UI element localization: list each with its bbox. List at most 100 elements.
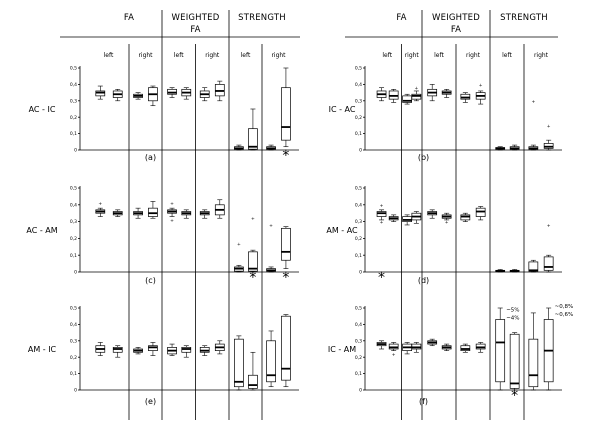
annotation: ~0,8% bbox=[555, 304, 574, 310]
outlier: + bbox=[392, 352, 396, 358]
significance-star: * bbox=[511, 388, 518, 404]
box-iqr bbox=[543, 256, 554, 271]
box-3 bbox=[402, 214, 412, 226]
box-iqr bbox=[281, 315, 291, 381]
box-7 bbox=[460, 212, 471, 222]
box-2: + bbox=[388, 342, 399, 358]
box-2 bbox=[112, 209, 123, 217]
y-tick-label: 0,4 bbox=[355, 82, 362, 88]
box-10 bbox=[509, 332, 520, 391]
side-label-right: right bbox=[466, 52, 481, 59]
panel-caption: (d) bbox=[418, 276, 429, 285]
box-6 bbox=[181, 87, 192, 100]
y-tick-label: 0,3 bbox=[355, 98, 362, 104]
column-title: FA bbox=[124, 13, 134, 23]
y-tick-label: 0,4 bbox=[70, 322, 77, 328]
y-tick-label: 0,1 bbox=[70, 131, 77, 137]
y-tick-label: 0,3 bbox=[355, 219, 362, 225]
box-1 bbox=[376, 340, 387, 350]
significance-star: * bbox=[282, 148, 289, 164]
panel-caption: (f) bbox=[419, 397, 428, 406]
column-title: FA bbox=[396, 13, 406, 23]
box-iqr bbox=[248, 251, 258, 272]
y-tick-label: 0,2 bbox=[355, 115, 362, 121]
outlier: + bbox=[380, 203, 384, 209]
y-tick-label: 0,2 bbox=[70, 115, 77, 121]
column-title: WEIGHTED bbox=[432, 13, 480, 23]
box-11 bbox=[528, 312, 539, 391]
box-9 bbox=[495, 307, 506, 391]
box-10 bbox=[509, 269, 520, 273]
box-9 bbox=[495, 146, 506, 151]
box-7 bbox=[199, 209, 210, 219]
box-12 bbox=[281, 314, 291, 388]
panel-1: AC - IC 0 0,1 0,2 0,3 0,4 0,5 * (a) bbox=[29, 66, 299, 164]
y-tick-label: 0,4 bbox=[70, 202, 77, 208]
box-12 bbox=[281, 67, 291, 148]
row-label: AC - IC bbox=[29, 105, 56, 114]
panel-2: IC - AC 0 0,1 0,2 0,3 0,4 0,5 + + + + (b) bbox=[329, 66, 562, 162]
y-tick-label: 0,1 bbox=[355, 131, 362, 137]
column-headers: FA left right WEIGHTED FA left right STRENGTH le… bbox=[104, 13, 549, 59]
outlier: + bbox=[380, 220, 384, 226]
box-9: + bbox=[234, 241, 244, 273]
box-1 bbox=[376, 87, 387, 102]
y-tick-label: 0,5 bbox=[70, 186, 77, 192]
box-iqr bbox=[281, 87, 291, 141]
outlier: + bbox=[170, 218, 174, 224]
box-6 bbox=[181, 345, 192, 358]
y-tick-label: 0,3 bbox=[70, 98, 77, 104]
side-label-left: left bbox=[104, 52, 114, 59]
panel-6: IC - AM 0 0,1 0,2 0,3 0,4 0,5 + * (f) ~5% ~4% ~0,8% ~… bbox=[328, 304, 573, 406]
box-5 bbox=[427, 84, 438, 102]
box-12: + bbox=[543, 223, 554, 273]
column-title: WEIGHTED bbox=[172, 13, 220, 23]
y-tick-label: 0 bbox=[359, 148, 362, 154]
box-8 bbox=[214, 80, 225, 102]
box-7 bbox=[460, 343, 471, 353]
box-11 bbox=[528, 259, 539, 273]
box-1 bbox=[95, 342, 106, 356]
y-tick-label: 0,4 bbox=[70, 82, 77, 88]
panel-caption: (e) bbox=[145, 397, 156, 406]
significance-star: * bbox=[378, 270, 385, 286]
y-tick-label: 0,2 bbox=[70, 355, 77, 361]
box-5 bbox=[167, 87, 177, 98]
box-iqr bbox=[281, 227, 291, 261]
outlier: + bbox=[479, 82, 483, 88]
box-3 bbox=[402, 342, 412, 355]
outlier: + bbox=[414, 86, 418, 92]
y-tick-label: 0,5 bbox=[70, 306, 77, 312]
box-8 bbox=[214, 199, 225, 219]
y-tick-label: 0,5 bbox=[355, 306, 362, 312]
outlier: + bbox=[170, 201, 174, 207]
side-label-right: right bbox=[138, 52, 153, 59]
box-5: ++ bbox=[167, 201, 177, 224]
side-label-left: left bbox=[241, 52, 251, 59]
side-label-right: right bbox=[271, 52, 286, 59]
box-iqr bbox=[234, 338, 244, 388]
y-tick-label: 0 bbox=[74, 270, 77, 276]
annotation: ~4% bbox=[506, 315, 519, 321]
row-label: AM - IC bbox=[28, 345, 57, 354]
column-title: STRENGTH bbox=[238, 13, 286, 23]
box-4 bbox=[148, 342, 158, 356]
box-6: + bbox=[441, 212, 452, 226]
box-9 bbox=[234, 335, 244, 391]
box-11 bbox=[266, 144, 276, 151]
box-2 bbox=[388, 89, 399, 103]
row-label: AC - AM bbox=[26, 226, 57, 235]
outlier: + bbox=[547, 123, 551, 129]
box-8 bbox=[475, 206, 486, 221]
box-6 bbox=[441, 343, 452, 351]
y-tick-label: 0,3 bbox=[70, 338, 77, 344]
outlier: + bbox=[98, 201, 102, 207]
box-7 bbox=[199, 87, 210, 102]
box-2 bbox=[388, 214, 399, 222]
box-1: ++ bbox=[376, 203, 387, 226]
box-12 bbox=[543, 307, 554, 391]
y-tick-label: 0,1 bbox=[70, 253, 77, 259]
box-10 bbox=[248, 351, 258, 391]
y-tick-label: 0 bbox=[74, 388, 77, 394]
